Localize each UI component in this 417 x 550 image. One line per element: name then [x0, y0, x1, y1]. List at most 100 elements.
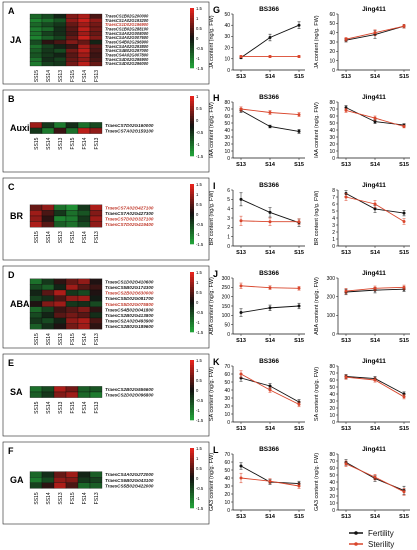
heatmap-grid	[29, 278, 103, 330]
heatmap-cell	[89, 39, 103, 45]
y-tick-label: 60	[224, 372, 230, 378]
panel-letter: L	[213, 445, 219, 455]
scale-swatch	[190, 194, 194, 197]
heatmap-cell	[29, 295, 43, 302]
y-tick-label: 70	[329, 459, 335, 465]
heatmap-cell	[29, 44, 43, 49]
scale-swatch	[190, 10, 194, 14]
panel-frame	[2, 265, 210, 349]
scale-swatch	[190, 503, 194, 506]
hormone-label: BR	[10, 211, 23, 221]
x-tick-label: S13	[341, 162, 351, 168]
x-tick-label: S14	[370, 74, 381, 80]
data-point-fertility	[268, 36, 272, 40]
y-tick-label: 40	[224, 476, 230, 482]
subplot-title: BS366	[259, 6, 279, 13]
data-point-sterility	[402, 490, 406, 494]
scale-tick-label: -1	[196, 56, 200, 61]
y-tick-label: 7	[332, 195, 335, 201]
heatmap-cell	[53, 18, 67, 23]
heatmap-cell	[53, 471, 67, 478]
y-tick-label: 10	[329, 501, 335, 507]
heatmap-cell	[29, 215, 43, 222]
scale-swatch	[190, 488, 194, 491]
subplot-title: Jing411	[362, 182, 386, 189]
heatmap-cell	[89, 312, 103, 319]
heatmap-cell	[89, 471, 103, 478]
scale-tick-label: 1.5	[196, 446, 202, 451]
scale-tick-label: 0.5	[196, 26, 202, 31]
heatmap-cell	[29, 18, 43, 23]
scale-swatch	[190, 38, 194, 41]
heatmap-cell	[77, 31, 91, 36]
hormone-label: ABA	[10, 299, 30, 309]
column-label: FS14	[82, 231, 88, 243]
data-point-sterility	[268, 286, 272, 290]
heatmap-cell	[65, 26, 79, 32]
data-point-sterility	[297, 286, 301, 290]
panel-letter: E	[8, 358, 14, 368]
heatmap-cell	[41, 278, 55, 285]
heatmap-cell	[65, 295, 79, 302]
gene-label: TraesCS1B02G200000	[105, 14, 149, 19]
heatmap-cell	[29, 482, 43, 489]
y-axis-label: GA3 content (ng/g. FW)	[314, 453, 320, 511]
data-point-fertility	[402, 211, 406, 215]
scale-swatch	[190, 475, 194, 479]
scale-swatch	[190, 108, 194, 112]
scale-swatch	[190, 65, 194, 69]
scale-swatch	[190, 148, 194, 152]
column-label: FS13	[94, 492, 100, 504]
heatmap-cell	[41, 31, 55, 36]
heatmap-cell	[29, 210, 43, 217]
scale-swatch	[190, 485, 194, 489]
heatmap-cell	[77, 306, 91, 313]
y-tick-label: 40	[224, 23, 230, 29]
heatmap-panel-a: A JA SS15 SS14 SS13 FS15 FS14 FS13 TraesCS1B02G2…	[2, 1, 210, 85]
subplot-jing411: ABA content (ng/g. FW) Jing411 0 100 200 300 S…	[314, 270, 410, 344]
scale-swatch	[190, 387, 194, 391]
column-label: FS13	[94, 70, 100, 82]
panel-letter: F	[8, 446, 14, 456]
y-tick-label: 5	[227, 197, 230, 203]
scale-tick-label: -1	[196, 408, 200, 413]
scale-tick-label: 0	[196, 476, 199, 481]
scale-tick-label: 1	[196, 456, 199, 461]
panel-letter: B	[8, 94, 15, 104]
gene-label: TraesCS2D02G096800	[105, 393, 154, 398]
x-tick-label: S13	[341, 74, 351, 80]
data-point-sterility	[402, 285, 406, 289]
heatmap-cell	[29, 127, 43, 134]
y-tick-label: 40	[329, 392, 335, 398]
scale-tick-label: 0.5	[196, 290, 202, 295]
y-tick-label: 300	[327, 276, 336, 282]
y-tick-label: 50	[224, 380, 230, 386]
y-tick-label: 40	[224, 388, 230, 394]
heatmap-cell	[65, 312, 79, 319]
scale-swatch	[190, 370, 194, 373]
panel-frame	[2, 441, 210, 525]
heatmap-panel-f: F GA SS15 SS14 SS13 FS15 FS14 FS13 TraesCS4A02G2…	[2, 441, 210, 525]
subplot-title: BS366	[259, 94, 279, 101]
x-tick-label: S14	[265, 162, 276, 168]
scale-swatch	[190, 63, 194, 66]
data-point-sterility	[373, 116, 377, 120]
scale-swatch	[190, 382, 194, 386]
scale-swatch	[190, 329, 194, 333]
data-point-sterility	[344, 462, 348, 466]
gene-label: TraesCS2B02G556600	[105, 387, 154, 392]
x-tick-label: S14	[265, 74, 276, 80]
scale-swatch	[190, 214, 194, 217]
panel-letter: I	[213, 181, 216, 191]
scale-swatch	[190, 8, 194, 11]
heatmap-cell	[29, 323, 43, 330]
column-label: SS13	[58, 492, 64, 504]
y-tick-label: 0	[332, 68, 335, 74]
heatmap-cell	[29, 391, 43, 398]
scale-swatch	[190, 380, 194, 383]
y-tick-label: 150	[222, 304, 231, 310]
heatmap-cell	[89, 215, 103, 222]
y-tick-label: 30	[224, 396, 230, 402]
heatmap-cell	[89, 289, 103, 296]
